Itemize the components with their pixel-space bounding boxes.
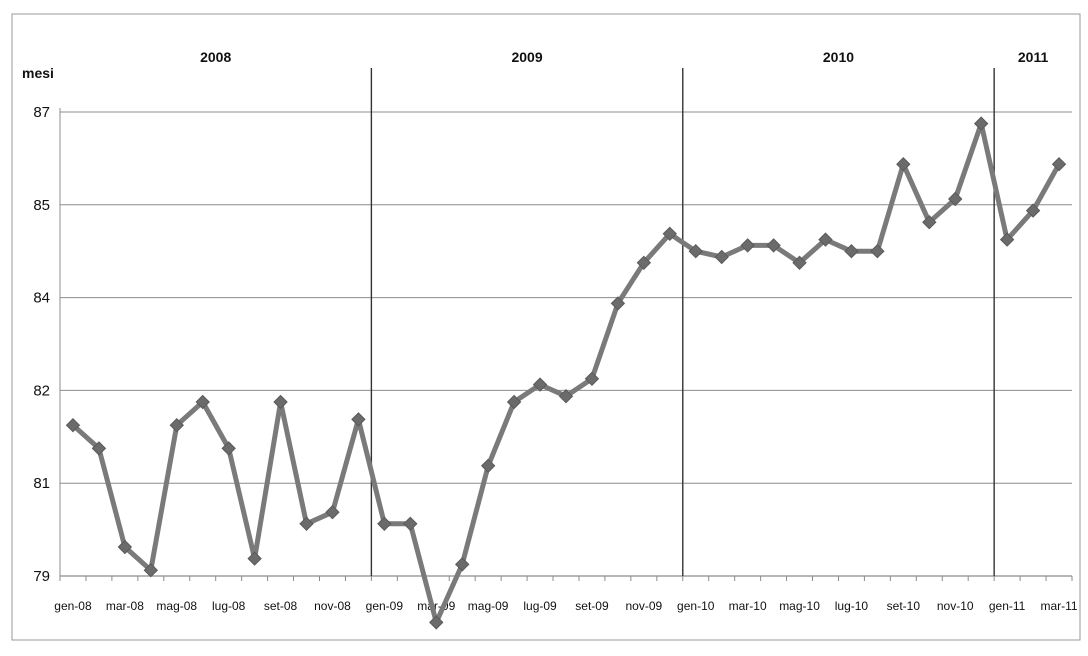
- x-tick-label: mar-11: [1040, 599, 1077, 613]
- x-tick-label: gen-09: [366, 599, 404, 613]
- data-point: [480, 458, 496, 474]
- x-tick-label: gen-11: [989, 599, 1026, 613]
- data-point: [247, 551, 262, 566]
- data-point: [532, 377, 548, 392]
- data-point: [403, 516, 418, 532]
- data-point: [636, 255, 652, 271]
- x-tick-label: mag-10: [779, 599, 820, 613]
- y-axis-label: mesi: [22, 65, 54, 81]
- x-tick-label: gen-08: [54, 599, 92, 613]
- data-point: [91, 441, 107, 456]
- series-layer: [65, 116, 1067, 630]
- x-tick-label: nov-08: [314, 599, 351, 613]
- data-point: [922, 214, 937, 230]
- x-tick-label: gen-10: [677, 599, 715, 613]
- data-point: [610, 296, 626, 311]
- year-label: 2010: [823, 49, 854, 65]
- data-point: [1051, 156, 1067, 172]
- data-point: [792, 255, 807, 271]
- data-point: [195, 394, 210, 410]
- x-tick-labels: gen-08 mar-08 mag-08 lug-08 set-08 nov-08 gen-…: [54, 599, 1078, 613]
- data-point: [999, 232, 1015, 247]
- data-point: [766, 238, 781, 253]
- data-point: [844, 243, 859, 259]
- x-tick-label: set-08: [264, 599, 298, 613]
- y-tick-label: 87: [33, 104, 50, 121]
- data-point: [65, 417, 81, 433]
- data-point: [584, 371, 600, 387]
- year-label: 2009: [511, 49, 542, 65]
- data-point: [948, 191, 963, 207]
- data-point: [273, 394, 288, 410]
- x-tick-label: mar-10: [729, 599, 767, 613]
- year-label: 2008: [200, 49, 231, 65]
- data-point: [506, 394, 522, 410]
- y-tick-label: 82: [33, 382, 50, 399]
- x-tick-label: set-10: [887, 599, 921, 613]
- x-tick-label: lug-09: [523, 599, 557, 613]
- year-dividers: [370, 68, 995, 576]
- year-label: 2011: [1018, 49, 1049, 65]
- x-tick-label: mag-09: [468, 599, 509, 613]
- data-point: [558, 388, 574, 404]
- x-tick-label: lug-10: [835, 599, 869, 613]
- data-point: [117, 539, 133, 555]
- x-tick-label: mar-08: [106, 599, 144, 613]
- data-point: [870, 243, 885, 259]
- data-point: [454, 557, 470, 572]
- y-tick-label: 79: [33, 568, 50, 585]
- grid-layer: [59, 108, 1073, 581]
- data-point: [169, 417, 184, 433]
- data-point: [662, 226, 678, 242]
- data-point: [740, 238, 755, 253]
- data-point: [377, 516, 392, 532]
- data-point: [896, 156, 911, 172]
- y-tick-label: 84: [33, 290, 50, 307]
- year-labels: 2008 2009 2010 2011: [200, 49, 1048, 65]
- y-tick-label: 81: [33, 475, 50, 492]
- chart-frame: [11, 13, 1081, 641]
- data-point: [221, 441, 236, 456]
- y-tick-labels: 87 85 84 82 81 79: [33, 104, 50, 585]
- data-point: [818, 232, 833, 247]
- data-point: [325, 504, 340, 520]
- data-point: [688, 243, 703, 259]
- x-tick-label: mag-08: [156, 599, 197, 613]
- x-tick-label: mar-09: [417, 599, 455, 613]
- data-point: [714, 249, 729, 265]
- data-point: [1025, 203, 1041, 218]
- data-point: [429, 615, 444, 630]
- data-point: [143, 562, 159, 578]
- y-tick-label: 85: [33, 197, 50, 214]
- x-tick-label: set-09: [575, 599, 609, 613]
- data-point: [351, 412, 366, 427]
- data-point: [299, 516, 314, 532]
- data-point: [973, 116, 989, 131]
- x-tick-label: nov-10: [937, 599, 974, 613]
- x-tick-label: lug-08: [212, 599, 246, 613]
- x-tick-label: nov-09: [625, 599, 662, 613]
